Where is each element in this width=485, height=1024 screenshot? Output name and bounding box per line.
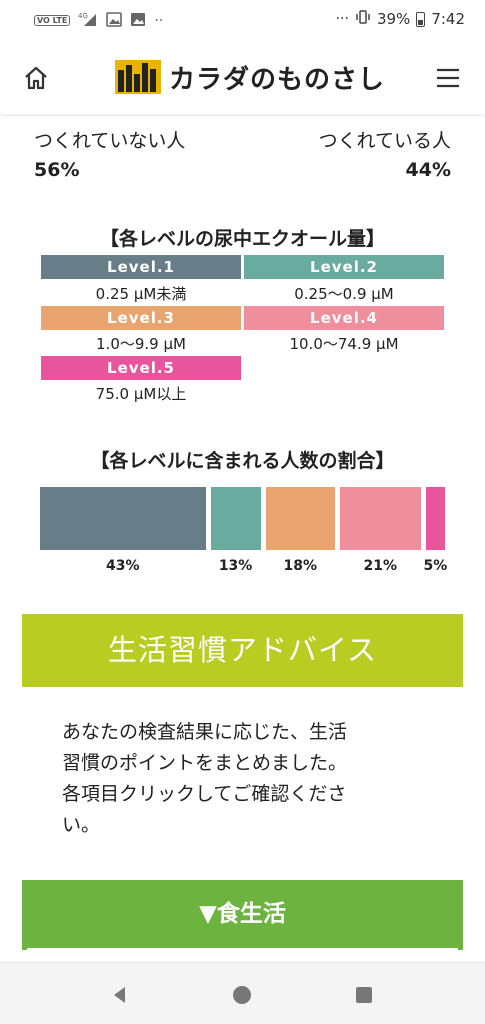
level-2-range: 0.25〜0.9 μM xyxy=(294,285,394,303)
producing-value: 44% xyxy=(405,159,451,181)
app-header: カラダのものさし xyxy=(0,42,485,114)
levels-title: 【各レベルの尿中エクオール量】 xyxy=(99,228,385,250)
recents-icon xyxy=(356,987,372,1003)
gallery-icon-2 xyxy=(130,12,146,30)
clock: 7:42 xyxy=(431,10,465,28)
distribution-pct-5: 5% xyxy=(423,558,448,574)
level-2-badge: Level.2 xyxy=(244,255,444,279)
not-producing-label: つくれていない人 xyxy=(34,130,186,152)
distribution-title: 【各レベルに含まれる人数の割合】 xyxy=(90,450,395,472)
more-status-icon: ··· xyxy=(335,11,349,27)
distribution-bar-4 xyxy=(339,487,421,550)
back-button[interactable] xyxy=(106,981,134,1009)
distribution-bar-3 xyxy=(265,487,335,550)
hamburger-menu-icon xyxy=(437,68,459,88)
distribution-pct-1: 43% xyxy=(106,558,140,574)
recents-button[interactable] xyxy=(350,981,378,1009)
battery-percent: 39% xyxy=(376,10,411,28)
level-4-badge: Level.4 xyxy=(244,306,444,330)
distribution-pct-2: 13% xyxy=(218,558,253,574)
not-producing-value: 56% xyxy=(34,159,80,181)
producing-label: つくれている人 xyxy=(318,130,451,152)
distribution-pct-4: 21% xyxy=(363,558,398,574)
logo-text: カラダのものさし xyxy=(169,64,386,95)
vibrate-icon xyxy=(355,10,371,28)
advice-line-1: あなたの検査結果に応じた、生活 xyxy=(62,721,348,743)
level-5-badge: Level.5 xyxy=(41,356,241,380)
level-1-range: 0.25 μM未満 xyxy=(95,285,187,303)
advice-line-2: 習慣のポイントをまとめました。 xyxy=(62,752,348,774)
distribution-pct-3: 18% xyxy=(283,558,317,574)
food-accordion-toggle[interactable]: ▼食生活 xyxy=(22,880,463,950)
level-4-range: 10.0〜74.9 μM xyxy=(289,335,399,353)
advice-line-3: 各項目クリックしてご確認くださ xyxy=(62,783,347,805)
status-right: ··· 39% 7:42 xyxy=(336,10,465,28)
gallery-icon xyxy=(106,11,123,30)
volte-icon: VO LTE xyxy=(34,15,71,26)
food-accordion-body xyxy=(27,948,458,962)
logo-mark-icon xyxy=(115,60,161,94)
advice-line-4: い。 xyxy=(62,814,101,836)
status-bar: VO LTE 4G ·· ··· 39% 7:42 xyxy=(0,0,485,42)
home-circle-icon xyxy=(233,986,251,1004)
home-nav-button[interactable] xyxy=(228,981,256,1009)
home-button[interactable] xyxy=(20,62,52,94)
signal-icon: 4G xyxy=(78,11,98,30)
site-logo[interactable]: カラダのものさし xyxy=(115,56,385,98)
distribution-bar-5 xyxy=(425,487,445,550)
more-notifications-icon: ·· xyxy=(154,12,164,29)
battery-icon xyxy=(416,11,426,27)
distribution-bar-2 xyxy=(210,487,261,550)
menu-button[interactable] xyxy=(431,62,465,94)
signal-label: 4G xyxy=(78,12,88,20)
home-icon xyxy=(25,66,47,90)
advice-text: あなたの検査結果に応じた、生活 習慣のポイントをまとめました。 各項目クリックし… xyxy=(62,717,422,841)
level-3-badge: Level.3 xyxy=(41,306,241,330)
back-icon xyxy=(114,987,125,1003)
level-1-badge: Level.1 xyxy=(41,255,241,279)
status-left: VO LTE 4G ·· xyxy=(34,11,163,30)
distribution-bar-1 xyxy=(40,487,206,550)
level-3-range: 1.0〜9.9 μM xyxy=(96,335,186,353)
system-nav-bar xyxy=(0,962,485,1024)
advice-banner: 生活習慣アドバイス xyxy=(22,614,463,687)
level-5-range: 75.0 μM以上 xyxy=(95,385,187,403)
